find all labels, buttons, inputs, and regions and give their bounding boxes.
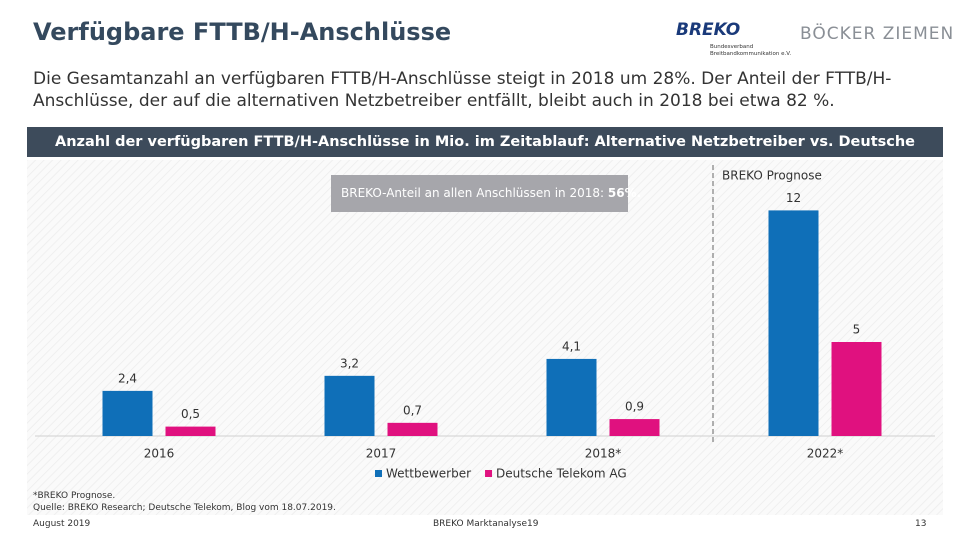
bar: [546, 358, 597, 436]
value-label: 2,4: [118, 371, 137, 385]
legend-swatch: [375, 470, 382, 477]
bar: [102, 390, 153, 436]
logo-breko-subtitle: Bundesverband Breitbandkommunikation e.V…: [710, 44, 792, 57]
bar: [831, 342, 882, 436]
x-tick-label: 2017: [366, 447, 397, 461]
value-label: 12: [786, 191, 801, 205]
legend-label: Wettbewerber: [386, 467, 471, 481]
bar: [165, 426, 216, 436]
annotation-box: [331, 175, 628, 212]
annotation-text: BREKO-Anteil an allen Anschlüssen in 201…: [341, 186, 604, 200]
report-name: BREKO Marktanalyse19: [433, 519, 539, 529]
bar: [387, 422, 438, 436]
legend-label: Deutsche Telekom AG: [496, 467, 627, 481]
footnote: *BREKO Prognose.: [33, 491, 116, 501]
bar: [324, 375, 375, 436]
source: Quelle: BREKO Research; Deutsche Telekom…: [33, 503, 336, 513]
slide-subtitle: Die Gesamtanzahl an verfügbaren FTTB/H-A…: [33, 69, 892, 111]
logo-breko: BREKO: [676, 20, 741, 40]
annotation: BREKO-Anteil an allen Anschlüssen in 201…: [341, 186, 641, 200]
annotation-value: 56%.: [608, 186, 641, 200]
plot: 2016 2,4 0,5 2017 3,2 0,7 2018* 4,1 0,9 2022* 12 5 W…: [102, 191, 882, 481]
chart-header: Anzahl der verfügbaren FTTB/H-Anschlüsse…: [27, 127, 943, 180]
value-label: 4,1: [562, 339, 581, 353]
page-number: 13: [915, 519, 927, 529]
value-label: 5: [853, 323, 861, 337]
slide-title: Verfügbare FTTB/H-Anschlüsse: [33, 18, 452, 46]
bar: [768, 210, 819, 436]
value-label: 0,9: [625, 400, 644, 414]
legend-swatch: [485, 470, 493, 477]
bar: [609, 419, 660, 436]
date: August 2019: [33, 519, 91, 529]
value-label: 3,2: [340, 356, 359, 370]
x-tick-label: 2018*: [585, 447, 622, 461]
x-tick-label: 2016: [144, 447, 175, 461]
value-label: 0,5: [181, 407, 200, 421]
logo-boecker-ziemen: BÖCKER ZIEMEN: [800, 24, 955, 44]
value-label: 0,7: [403, 403, 422, 417]
forecast-label: BREKO Prognose: [722, 169, 822, 183]
x-tick-label: 2022*: [807, 447, 844, 461]
